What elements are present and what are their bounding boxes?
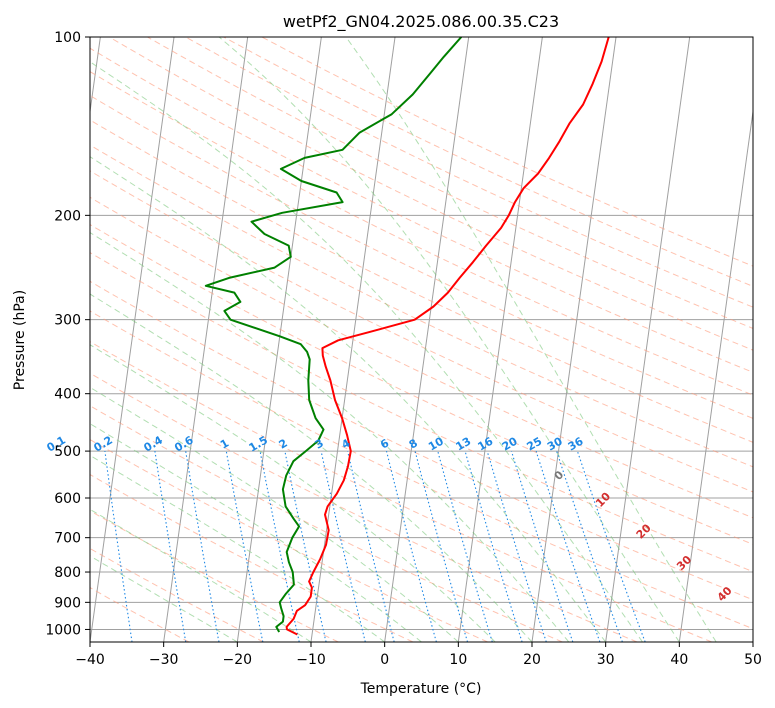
isotherm-line-14: [531, 37, 617, 642]
dewpoint-line: [204, 37, 463, 633]
dry-adiabat-line-15: [90, 119, 753, 443]
x-tick-label-4: 0: [380, 652, 389, 668]
x-tick-label-2: −20: [223, 652, 253, 668]
y-tick-label-6: 700: [54, 531, 81, 547]
y-tick-label-7: 800: [54, 565, 81, 581]
chart-title: wetPf2_GN04.2025.086.00.35.C23: [283, 12, 559, 32]
dry-adiabat-line-8: [90, 310, 753, 630]
x-tick-label-5: 10: [449, 652, 467, 668]
moist-adiabat-line-8: [90, 156, 607, 642]
isotherm-line-13: [457, 37, 543, 642]
x-tick-label-7: 30: [597, 652, 615, 668]
mixing-ratio-line-14: [510, 450, 574, 642]
moist-adiabat-line-0: [90, 555, 238, 642]
x-axis-ticks: −40 −30 −20 −10 0 10 20 30 40 50: [75, 642, 762, 668]
dry-adiabat-line-19: [108, 37, 753, 351]
moist-adiabat-line-4: [90, 386, 459, 642]
mixing-ratio-line-2: [154, 451, 187, 642]
mixing-ratio-line-6: [284, 450, 327, 642]
moist-adiabat-line-11: [345, 37, 717, 642]
y-tick-label-0: 100: [54, 30, 81, 46]
y-axis-ticks: 100 200 300 400 500 600 700 800 900 1000: [45, 30, 90, 638]
plot-frame: [89, 36, 754, 643]
dry-adiabat-line-5: [90, 405, 563, 642]
moist-adiabat-label-4: 40: [715, 584, 735, 604]
x-tick-label-3: −10: [296, 652, 326, 668]
mixing-ratio-line-7: [320, 450, 366, 642]
isotherm-line-17: [752, 638, 753, 642]
dry-adiabat-line-12: [90, 196, 753, 519]
x-tick-label-6: 20: [523, 652, 541, 668]
y-axis-label: Pressure (hPa): [12, 290, 28, 390]
mixing-ratio-label-4: 1: [218, 437, 231, 452]
moist-adiabat-line-2: [90, 454, 385, 642]
x-tick-label-0: −40: [75, 652, 105, 668]
dry-adiabat-line-4: [90, 439, 488, 642]
x-tick-label-1: −30: [149, 652, 179, 668]
y-tick-label-4: 500: [54, 444, 81, 460]
y-tick-label-1: 200: [54, 208, 81, 224]
mixing-ratio-line-15: [535, 450, 601, 642]
moist-adiabat-line-10: [218, 37, 680, 642]
moist-adiabat-line-5: [90, 344, 496, 642]
y-tick-label-5: 600: [54, 491, 81, 507]
dry-adiabat-line-22: [223, 37, 753, 287]
dry-adiabat-line-16: [90, 94, 753, 419]
moist-adiabat-label-2: 20: [634, 521, 654, 541]
x-tick-label-8: 40: [670, 652, 688, 668]
dry-adiabat-line-10: [90, 252, 753, 573]
x-axis-label: Temperature (°C): [360, 681, 482, 697]
dry-adiabat-line-21: [185, 37, 753, 308]
y-tick-label-3: 400: [54, 387, 81, 403]
dry-adiabat-line-7: [90, 341, 712, 642]
mixing-ratio-line-9: [385, 450, 437, 642]
dry-adiabat-line-11: [90, 224, 753, 545]
mixing-ratio-line-1: [104, 451, 133, 642]
mixing-ratio-line-10: [414, 450, 469, 642]
dry-adiabat-line-17: [90, 71, 753, 396]
moist-adiabat-line-7: [90, 231, 570, 642]
mixing-ratio-line-11: [437, 450, 493, 642]
dry-adiabat-line-13: [90, 170, 753, 493]
mixing-ratio-line-13: [486, 450, 547, 642]
dry-adiabat-line-3: [90, 473, 414, 642]
isotherm-line-16: [678, 107, 753, 642]
moist-adiabat-line-1: [90, 508, 312, 642]
isotherm-line-8: [90, 37, 175, 642]
isotherm-line-15: [605, 37, 691, 642]
temperature-line: [285, 37, 610, 636]
dry-adiabat-line-20: [147, 37, 753, 329]
x-tick-label-9: 50: [744, 652, 762, 668]
isotherm-line-7: [90, 37, 101, 116]
profile-lines: [204, 37, 610, 636]
dry-adiabat-line-9: [90, 280, 753, 601]
mixing-ratio-line-17: [576, 450, 646, 642]
dry-adiabat-line-1: [90, 547, 264, 642]
dry-adiabat-line-14: [90, 144, 753, 468]
mixing-ratio-line-8: [347, 450, 395, 642]
y-tick-label-8: 900: [54, 595, 81, 611]
mixing-ratio-line-3: [185, 451, 220, 642]
y-tick-label-2: 300: [54, 313, 81, 329]
moist-adiabat-line-3: [90, 423, 422, 642]
mixing-ratio-line-4: [225, 451, 264, 642]
background-lines: [90, 37, 753, 642]
isotherm-line-12: [384, 37, 470, 642]
dry-adiabat-line-6: [90, 372, 638, 642]
moist-adiabat-line-9: [90, 61, 643, 642]
mixing-ratio-line-16: [556, 450, 623, 642]
y-tick-label-9: 1000: [45, 622, 81, 638]
isotherm-line-10: [236, 37, 322, 642]
mixing-ratio-line-12: [464, 450, 523, 642]
isotherm-line-9: [163, 37, 249, 642]
moist-adiabat-line-6: [90, 293, 533, 642]
dry-adiabat-line-2: [90, 510, 339, 642]
